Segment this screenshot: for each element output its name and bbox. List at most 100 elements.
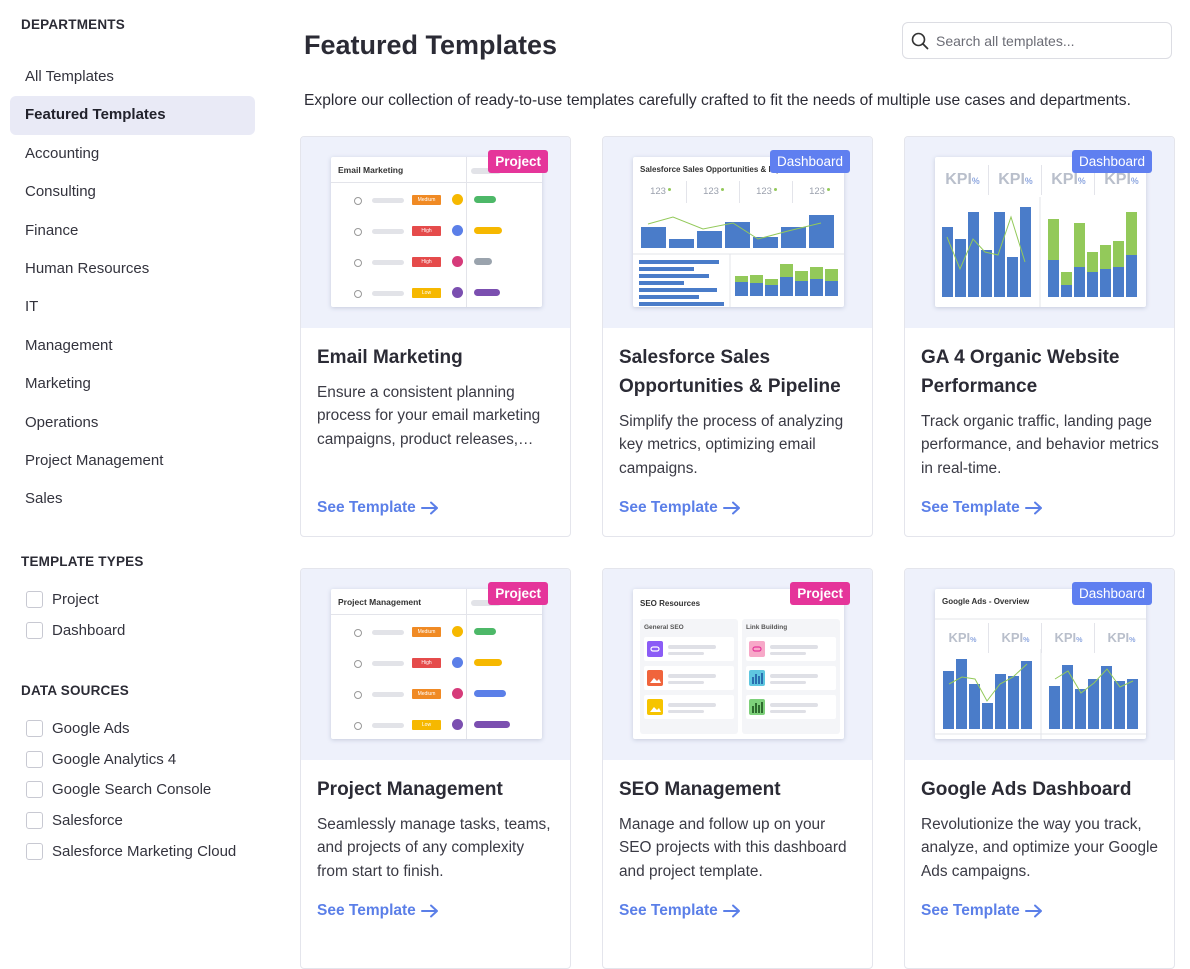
filter-label: Salesforce xyxy=(52,811,123,829)
sidebar-item-featured-templates[interactable]: Featured Templates xyxy=(10,96,255,135)
kpi-value: 123 xyxy=(650,186,666,197)
google-ads-checkbox[interactable] xyxy=(26,719,43,737)
task-checkbox-icon xyxy=(354,228,362,236)
dashboard-badge: Dashboard xyxy=(1071,150,1152,173)
percent-icon: % xyxy=(971,176,980,186)
percent-icon: % xyxy=(1077,176,1086,186)
sidebar-item-human-resources[interactable]: Human Resources xyxy=(25,259,150,277)
search-box[interactable] xyxy=(902,22,1172,59)
chart-preview xyxy=(935,618,1146,739)
task-checkbox-icon xyxy=(354,290,362,298)
arrow-right-icon xyxy=(420,501,438,515)
status-pill xyxy=(474,659,502,666)
card-thumbnail: Google Ads - Overview KPI% KPI% KPI% KPI% xyxy=(905,569,1174,760)
trend-dot-icon xyxy=(773,188,777,192)
see-template-link[interactable]: See Template xyxy=(921,902,1043,920)
see-template-link[interactable]: See Template xyxy=(317,902,439,920)
google-search-console-checkbox[interactable] xyxy=(26,781,43,799)
sidebar-item-sales[interactable]: Sales xyxy=(25,490,63,508)
preview-title: Salesforce Sales Opportunities & Pipe xyxy=(640,165,786,174)
priority-tag: Medium xyxy=(412,689,441,699)
task-row: High xyxy=(331,657,542,671)
avatar xyxy=(452,225,463,236)
sidebar-item-marketing[interactable]: Marketing xyxy=(25,375,91,393)
task-checkbox-icon xyxy=(354,660,362,668)
kpi-tile: 123 xyxy=(741,181,793,203)
filter-google-search-console[interactable]: Google Search Console xyxy=(26,774,266,805)
kpi-value: KPI xyxy=(1051,171,1078,188)
kpi-value: KPI xyxy=(948,630,971,645)
sidebar-item-it[interactable]: IT xyxy=(25,298,39,316)
priority-tag: Low xyxy=(412,288,441,298)
task-name-placeholder xyxy=(372,630,404,635)
template-card[interactable]: Google Ads - Overview KPI% KPI% KPI% KPI% xyxy=(904,568,1175,969)
card-thumbnail: Email Marketing Medium High High Low Projec… xyxy=(301,137,570,328)
see-template-link[interactable]: See Template xyxy=(317,499,439,517)
filter-label: Google Search Console xyxy=(52,781,212,799)
template-card[interactable]: Email Marketing Medium High High Low Projec… xyxy=(300,136,571,537)
salesforce-checkbox[interactable] xyxy=(26,811,43,829)
percent-icon: % xyxy=(1130,176,1139,186)
page-title: Featured Templates xyxy=(304,30,558,60)
project-checkbox[interactable] xyxy=(26,590,43,608)
sidebar-item-all-templates[interactable]: All Templates xyxy=(25,68,114,85)
template-card[interactable]: Salesforce Sales Opportunities & Pipe 12… xyxy=(602,136,873,537)
kpi-tile: 123 xyxy=(635,181,687,203)
preview-title: SEO Resources xyxy=(640,599,701,608)
status-pill xyxy=(474,258,492,265)
sidebar-item-finance[interactable]: Finance xyxy=(25,221,79,239)
see-template-link[interactable]: See Template xyxy=(619,902,741,920)
card-description: Track organic traffic, landing page perf… xyxy=(921,413,1159,477)
filter-salesforce-marketing-cloud[interactable]: Salesforce Marketing Cloud xyxy=(26,836,266,867)
dashboard-preview: KPI% KPI% KPI% KPI% xyxy=(935,157,1146,307)
task-list-preview: Project Management Medium High Medium Low xyxy=(331,589,542,739)
sidebar-item-operations[interactable]: Operations xyxy=(25,413,99,431)
dashboard-checkbox[interactable] xyxy=(26,621,43,639)
sidebar: DEPARTMENTS All Templates Featured Templ… xyxy=(0,0,270,961)
template-card[interactable]: SEO Resources General SEO Link Building xyxy=(602,568,873,969)
avatar xyxy=(452,287,463,298)
column-label: General SEO xyxy=(644,624,684,631)
sidebar-item-project-management[interactable]: Project Management xyxy=(25,451,164,469)
priority-tag: Low xyxy=(412,720,441,730)
sidebar-item-management[interactable]: Management xyxy=(25,336,113,354)
template-card[interactable]: Project Management Medium High Medium Low P… xyxy=(300,568,571,969)
task-name-placeholder xyxy=(372,260,404,265)
kpi-tile: KPI% xyxy=(937,165,989,195)
priority-tag: Medium xyxy=(412,627,441,637)
filter-label: Google Ads xyxy=(52,719,130,737)
dashboard-preview: Salesforce Sales Opportunities & Pipe 12… xyxy=(633,157,844,307)
kpi-value: 123 xyxy=(756,186,772,197)
kpi-tile: KPI% xyxy=(990,165,1042,195)
filter-project[interactable]: Project xyxy=(26,584,266,615)
filter-dashboard[interactable]: Dashboard xyxy=(26,615,266,646)
avatar xyxy=(452,626,463,637)
search-input[interactable] xyxy=(936,32,1156,49)
kpi-value: KPI xyxy=(1054,630,1077,645)
template-card[interactable]: KPI% KPI% KPI% KPI% xyxy=(904,136,1175,537)
task-checkbox-icon xyxy=(354,629,362,637)
salesforce-marketing-cloud-checkbox[interactable] xyxy=(26,842,43,860)
arrow-right-icon xyxy=(420,904,438,918)
kpi-value: KPI xyxy=(945,171,972,188)
google-analytics-4-checkbox[interactable] xyxy=(26,750,43,768)
see-template-link[interactable]: See Template xyxy=(619,499,741,517)
dashboard-badge: Dashboard xyxy=(769,150,850,173)
sidebar-item-accounting[interactable]: Accounting xyxy=(25,144,100,162)
departments-list: All Templates Featured Templates Account… xyxy=(10,58,255,519)
sidebar-item-consulting[interactable]: Consulting xyxy=(25,183,96,201)
link-label: See Template xyxy=(921,499,1020,516)
filter-google-ads[interactable]: Google Ads xyxy=(26,713,266,744)
link-label: See Template xyxy=(619,902,718,919)
filter-google-analytics-4[interactable]: Google Analytics 4 xyxy=(26,744,266,775)
card-description: Simplify the process of analyzing key me… xyxy=(619,413,844,477)
card-thumbnail: KPI% KPI% KPI% KPI% xyxy=(905,137,1174,328)
task-row: Low xyxy=(331,719,542,733)
status-pill xyxy=(474,289,500,296)
seo-preview: SEO Resources General SEO Link Building xyxy=(633,589,844,739)
avatar xyxy=(452,719,463,730)
data-sources-heading: DATA SOURCES xyxy=(21,683,129,698)
see-template-link[interactable]: See Template xyxy=(921,499,1043,517)
filter-salesforce[interactable]: Salesforce xyxy=(26,805,266,836)
avatar xyxy=(452,688,463,699)
